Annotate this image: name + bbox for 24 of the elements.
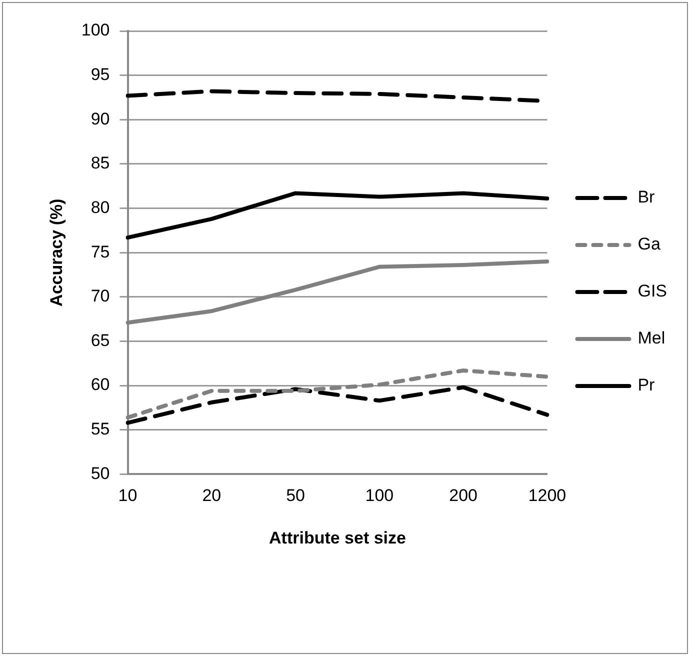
y-tick-label: 80 [90,198,110,217]
legend-label: Br [638,188,656,207]
x-tick-label: 1200 [528,486,566,506]
y-tick-label: 95 [90,65,110,84]
x-tick-label: 200 [449,486,478,506]
y-tick-label: 85 [90,154,110,173]
legend-label: Mel [638,328,666,348]
y-tick-label: 70 [90,286,110,306]
x-axis-title: Attribute set size [268,528,406,548]
x-tick-label: 10 [118,486,138,506]
x-tick-label: 20 [202,486,222,506]
legend-label: Ga [638,234,661,254]
legend-label: Pr [638,376,656,395]
y-tick-label: 50 [90,464,110,483]
y-tick-label: 60 [90,375,110,394]
y-tick-label: 75 [90,242,110,262]
y-tick-label: 90 [90,109,110,128]
y-tick-label: 55 [90,420,110,439]
y-tick-label: 65 [90,330,110,350]
legend-label: GIS [638,282,668,301]
y-tick-label: 100 [81,20,110,40]
y-axis-title: Accuracy (%) [46,198,66,306]
x-tick-label: 100 [365,486,394,506]
x-tick-label: 50 [286,486,306,506]
